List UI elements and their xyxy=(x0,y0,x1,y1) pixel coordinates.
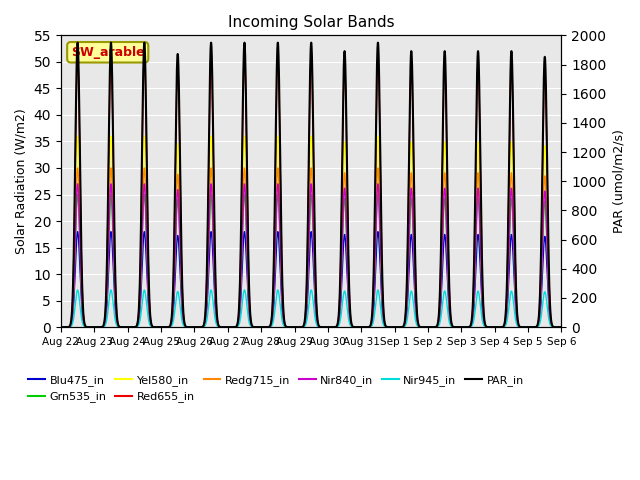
Title: Incoming Solar Bands: Incoming Solar Bands xyxy=(228,15,394,30)
Y-axis label: PAR (umol/m2/s): PAR (umol/m2/s) xyxy=(612,129,625,233)
Text: SW_arable: SW_arable xyxy=(71,46,145,59)
Legend: Blu475_in, Grn535_in, Yel580_in, Red655_in, Redg715_in, Nir840_in, Nir945_in, PA: Blu475_in, Grn535_in, Yel580_in, Red655_… xyxy=(24,371,528,407)
Y-axis label: Solar Radiation (W/m2): Solar Radiation (W/m2) xyxy=(15,108,28,254)
